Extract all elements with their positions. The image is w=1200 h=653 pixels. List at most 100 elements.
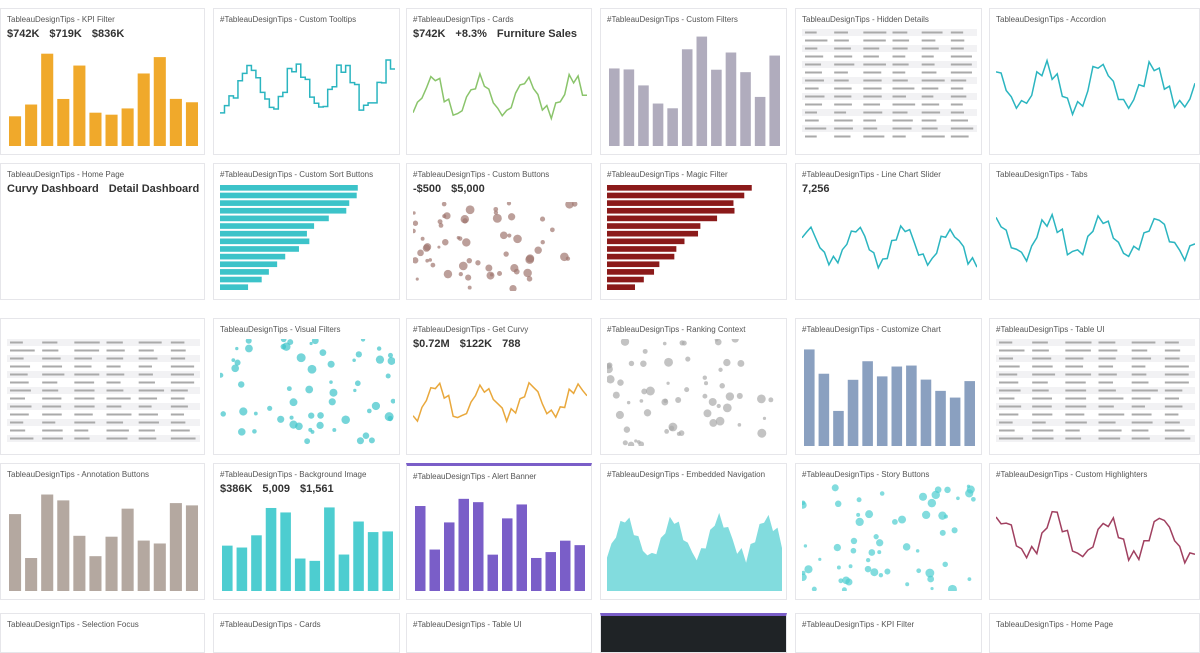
bar — [804, 349, 815, 446]
table-row — [7, 371, 200, 378]
cell-text — [892, 119, 913, 122]
point — [368, 437, 375, 444]
bar — [906, 365, 917, 446]
point — [831, 484, 839, 492]
tile-texts: $386K 5,009 $1,561 — [214, 481, 399, 497]
table-row — [7, 403, 200, 410]
dashboard-tile — [600, 613, 787, 653]
tile-title: TableauDesignTips - Hidden Details — [802, 15, 929, 24]
line — [996, 58, 1195, 117]
point — [607, 375, 615, 384]
cell-text — [1032, 421, 1046, 424]
cell-text — [170, 365, 195, 368]
tile-texts: $0.72M $122K 788 — [407, 336, 591, 352]
point — [662, 341, 667, 346]
bar — [220, 284, 249, 290]
cell-text — [921, 95, 934, 98]
cell-text — [892, 79, 908, 82]
tile-title: #TableauDesignTips - Table UI — [996, 325, 1105, 334]
bar — [153, 57, 166, 146]
bar — [89, 112, 102, 146]
bar — [487, 554, 498, 591]
point — [850, 547, 857, 554]
point — [328, 398, 336, 406]
bar — [137, 73, 150, 146]
point — [289, 398, 298, 407]
cell-text — [170, 357, 186, 360]
mini-chart — [220, 339, 395, 445]
point — [916, 568, 922, 574]
point — [915, 549, 920, 553]
point — [622, 440, 628, 446]
tile-title: TableauDesignTips - Home Page — [996, 620, 1114, 629]
tile-title: #TableauDesignTips - Embedded Navigation — [607, 470, 766, 479]
cell-text — [805, 103, 823, 106]
bar — [444, 522, 455, 591]
cell-text — [1032, 381, 1048, 384]
cell-text — [805, 119, 819, 122]
point — [510, 264, 519, 273]
point — [838, 578, 844, 584]
cell-text — [10, 341, 23, 344]
cell-text — [1032, 437, 1054, 440]
cell-text — [834, 135, 851, 138]
bar — [502, 518, 513, 591]
cell-text — [42, 421, 56, 424]
point — [930, 586, 934, 591]
point — [231, 358, 236, 363]
point — [642, 348, 648, 354]
point — [486, 271, 495, 280]
tile-title: TableauDesignTips - Selection Focus — [7, 620, 139, 629]
mini-chart — [996, 58, 1195, 117]
cell-text — [1065, 413, 1085, 416]
mini-chart — [222, 507, 393, 591]
cell-text — [1098, 429, 1122, 432]
point — [317, 412, 324, 419]
tile-texts: -$500 $5,000 — [407, 181, 591, 197]
cell-text — [863, 111, 883, 114]
bar — [607, 253, 675, 260]
cell-text — [805, 127, 827, 130]
point — [462, 238, 471, 247]
cell-text — [106, 429, 129, 432]
cell-text — [1164, 341, 1179, 344]
bar — [725, 52, 737, 146]
bar — [25, 104, 38, 146]
point — [509, 284, 517, 291]
cell-text — [834, 127, 853, 130]
point — [956, 496, 960, 501]
tile-title: #TableauDesignTips - KPI Filter — [802, 620, 915, 629]
point — [465, 274, 472, 281]
bar — [638, 85, 649, 146]
bar — [623, 69, 635, 146]
cell-text — [138, 421, 159, 424]
cell-text — [1164, 421, 1180, 424]
kpi-text: $742K — [413, 28, 446, 40]
bar — [251, 535, 262, 591]
point — [413, 220, 419, 226]
dashboard-tile: TableauDesignTips - Visual Filters — [213, 318, 400, 455]
bar — [25, 558, 38, 591]
bar — [220, 276, 262, 283]
point — [719, 383, 725, 389]
cell-text — [1131, 381, 1149, 384]
table-row — [802, 101, 977, 108]
cell-text — [1098, 437, 1121, 440]
bar — [57, 98, 70, 146]
mini-chart — [413, 202, 578, 291]
cell-text — [950, 119, 969, 122]
bar — [607, 207, 735, 214]
cell-text — [921, 111, 941, 114]
point — [245, 339, 252, 344]
cell-text — [10, 365, 31, 368]
cell-text — [42, 405, 62, 408]
table-row — [802, 117, 977, 124]
point — [868, 549, 876, 556]
cell-text — [138, 357, 158, 360]
point — [239, 407, 248, 416]
bar — [89, 556, 102, 591]
bar — [607, 200, 734, 206]
point — [534, 246, 542, 254]
point — [607, 363, 612, 369]
point — [636, 440, 641, 444]
